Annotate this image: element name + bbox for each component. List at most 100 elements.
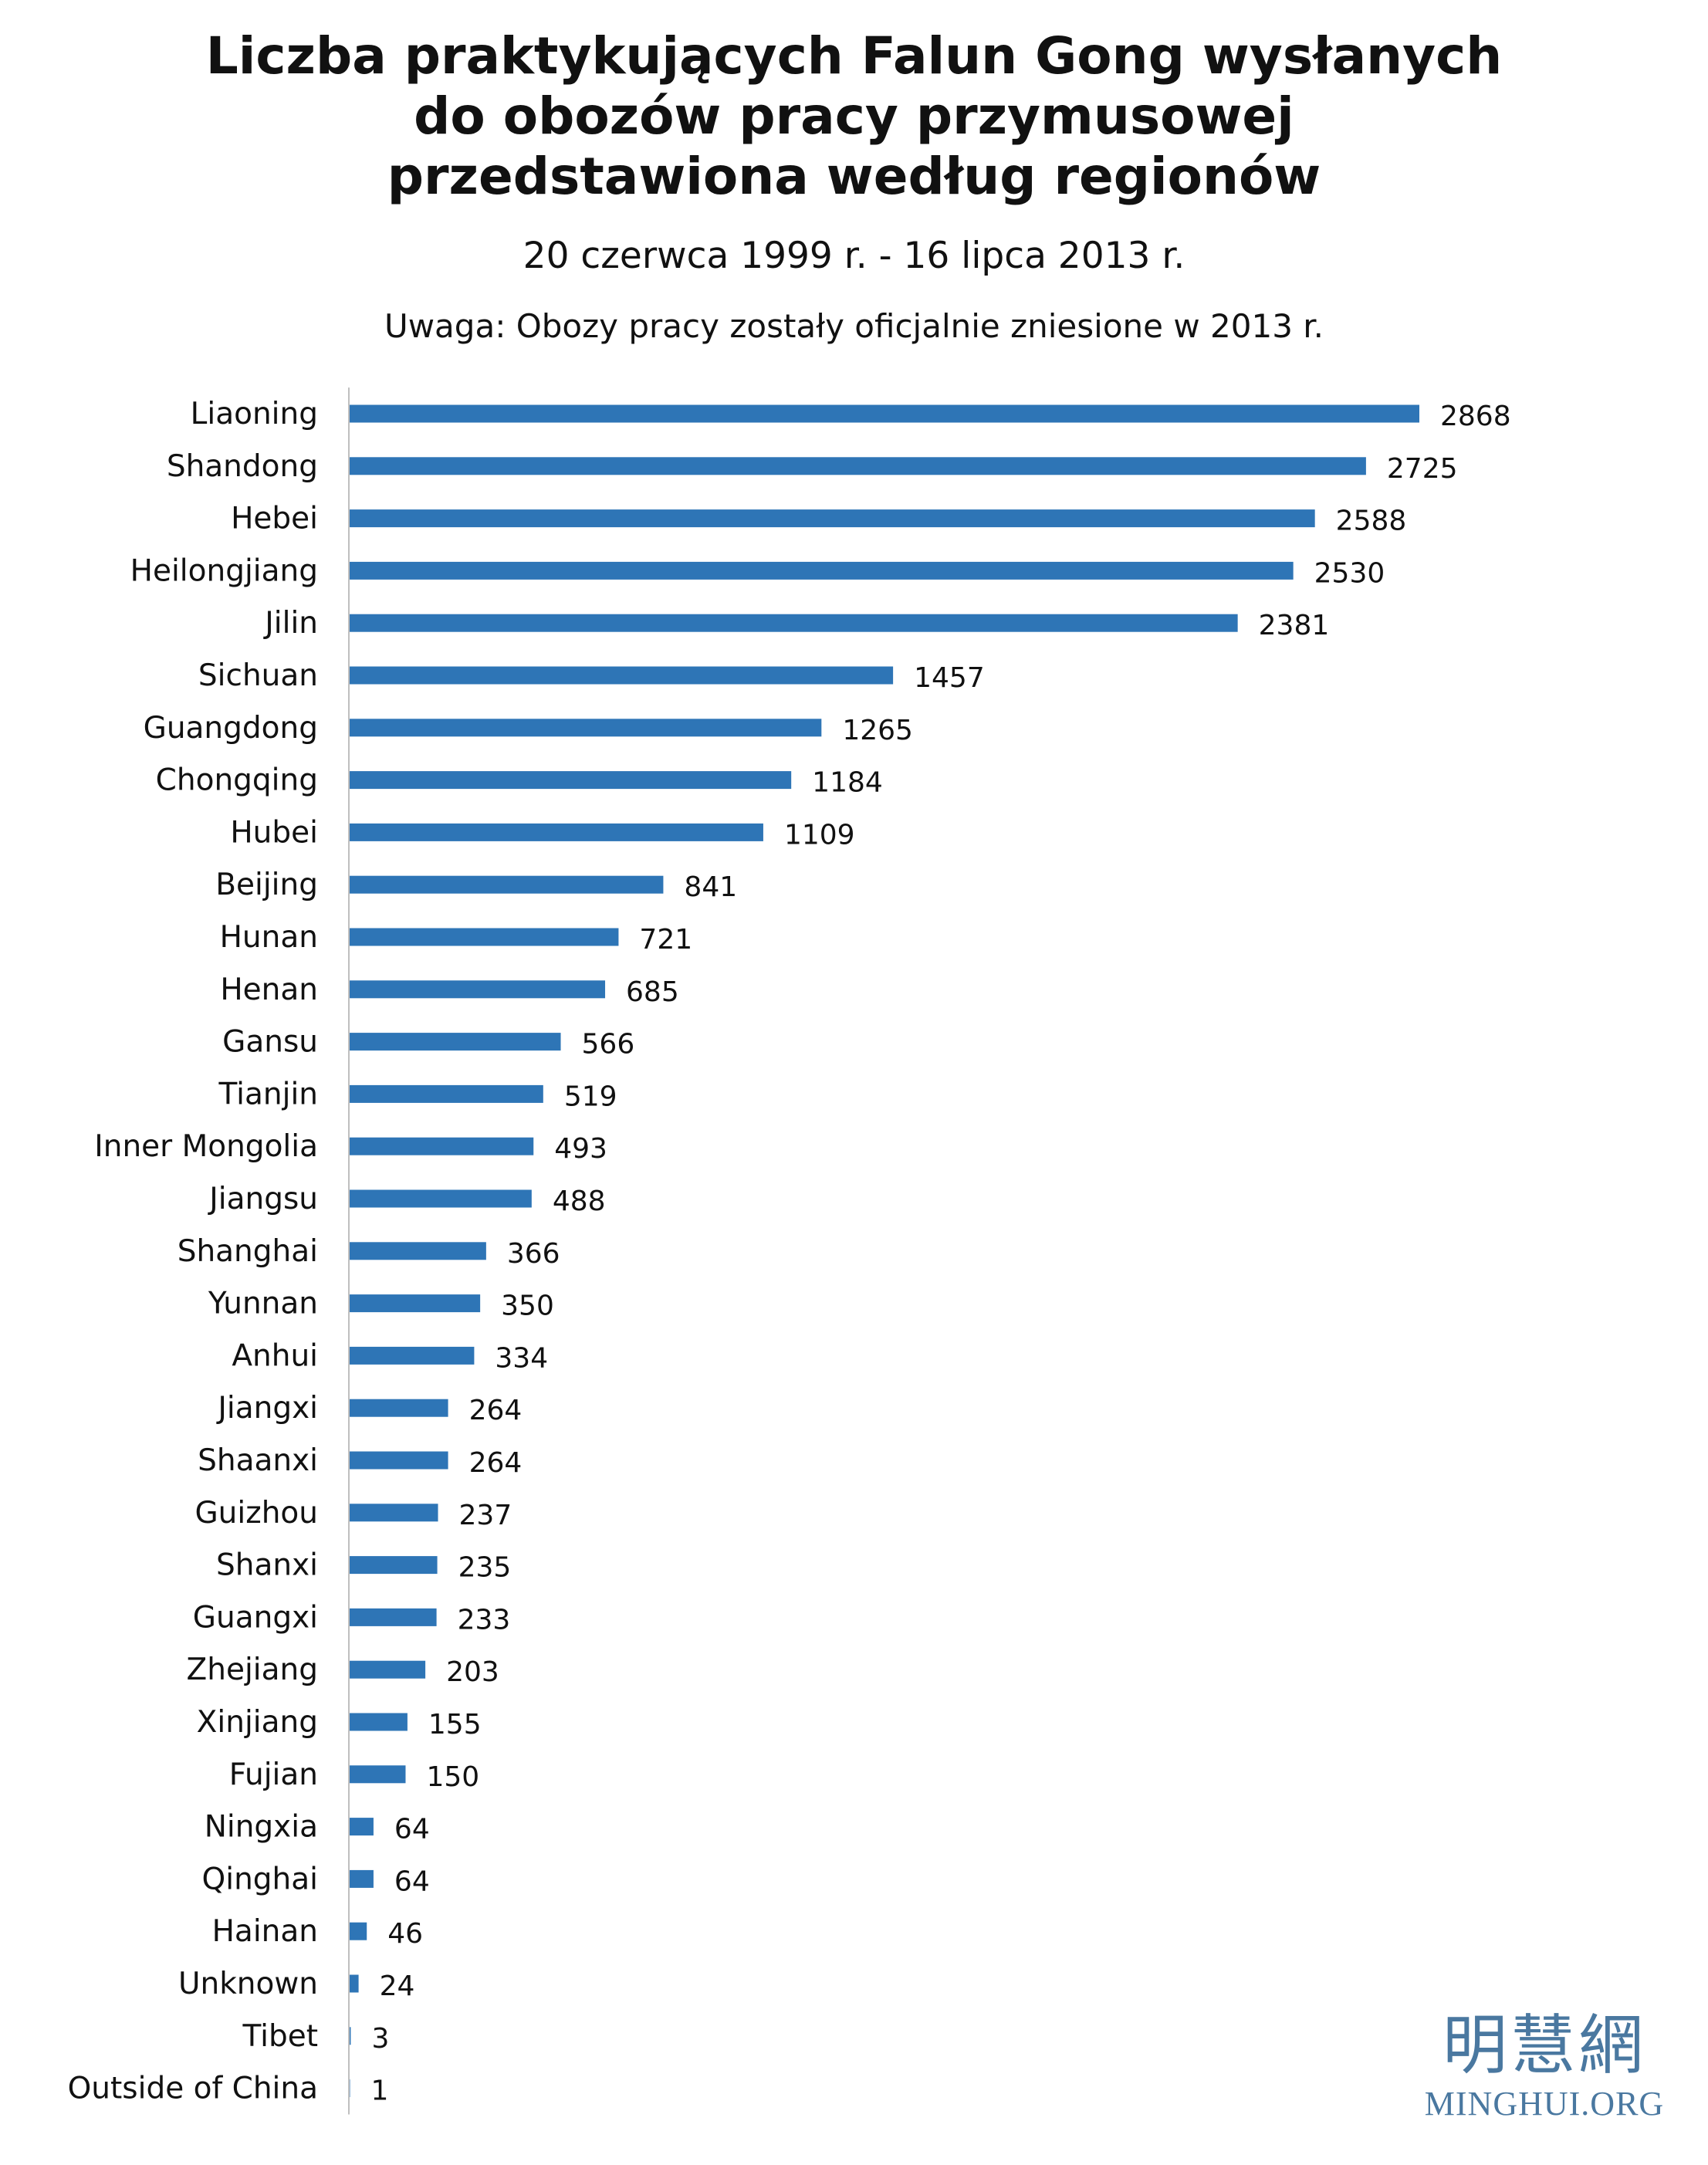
bar-heilongjiang — [350, 561, 1294, 580]
data-label: 841 — [684, 871, 737, 903]
category-label: Shanghai — [178, 1234, 318, 1269]
bar-inner-mongolia — [350, 1137, 534, 1155]
data-label: 2381 — [1259, 610, 1330, 641]
category-label: Fujian — [229, 1757, 318, 1792]
category-label: Jiangsu — [207, 1182, 318, 1216]
data-label: 2588 — [1336, 506, 1407, 537]
category-label: Unknown — [178, 1967, 318, 2001]
category-label: Yunnan — [208, 1287, 318, 1321]
data-label: 519 — [564, 1081, 617, 1112]
category-label: Jilin — [262, 606, 318, 641]
data-label: 334 — [495, 1342, 548, 1374]
data-label: 203 — [446, 1656, 499, 1688]
data-label: 1265 — [842, 715, 913, 746]
data-label: 235 — [458, 1552, 512, 1584]
category-label: Xinjiang — [197, 1705, 318, 1740]
data-label: 488 — [553, 1186, 606, 1217]
data-label: 3 — [371, 2023, 389, 2055]
bar-shanghai — [350, 1242, 486, 1260]
data-label: 24 — [380, 1970, 415, 2002]
category-label: Hainan — [212, 1914, 318, 1949]
bar-shanxi — [350, 1556, 438, 1575]
category-label: Ningxia — [205, 1810, 318, 1845]
bar-jilin — [350, 614, 1238, 632]
bar-tianjin — [350, 1084, 543, 1103]
bar-shandong — [350, 457, 1366, 475]
category-label: Tibet — [242, 2019, 319, 2054]
bar-shaanxi — [350, 1451, 448, 1470]
title-line-1: Liczba praktykujących Falun Gong wysłany… — [205, 26, 1503, 86]
category-label: Heilongjiang — [130, 553, 318, 588]
data-label: 2530 — [1314, 557, 1385, 589]
chart-title: Liczba praktykujących Falun Gong wysłany… — [0, 26, 1708, 207]
category-label: Guangxi — [193, 1600, 318, 1635]
bar-anhui — [350, 1346, 475, 1365]
data-label: 1109 — [784, 819, 855, 851]
bar-yunnan — [350, 1294, 481, 1313]
category-label: Guangdong — [144, 711, 318, 746]
bar-henan — [350, 980, 606, 999]
category-label: Inner Mongolia — [94, 1129, 318, 1164]
bar-liaoning — [350, 404, 1419, 423]
bar-ningxia — [350, 1818, 374, 1836]
category-label: Tianjin — [218, 1077, 318, 1111]
bar-qinghai — [350, 1869, 374, 1888]
bar-guizhou — [350, 1504, 438, 1522]
bar-guangxi — [350, 1608, 437, 1626]
bar-hebei — [350, 509, 1315, 528]
bar-hainan — [350, 1922, 367, 1940]
logo-chinese-text: 明慧網 — [1442, 2008, 1646, 2083]
data-label: 2725 — [1387, 453, 1458, 485]
data-label: 721 — [639, 924, 692, 956]
bar-jiangxi — [350, 1399, 448, 1417]
data-label: 1 — [370, 2075, 388, 2107]
data-label: 493 — [554, 1133, 607, 1165]
category-label: Liaoning — [191, 397, 318, 431]
title-line-3: przedstawiona według regionów — [387, 147, 1321, 206]
category-label: Shanxi — [216, 1548, 318, 1583]
category-label: Chongqing — [156, 763, 318, 798]
bar-gansu — [350, 1033, 561, 1051]
category-label: Sichuan — [198, 658, 318, 693]
category-label: Shaanxi — [198, 1443, 318, 1478]
bar-fujian — [350, 1765, 406, 1784]
category-label: Hunan — [220, 920, 318, 955]
data-label: 2868 — [1440, 401, 1511, 432]
bar-beijing — [350, 875, 664, 894]
category-label: Hebei — [231, 502, 318, 536]
data-label: 64 — [394, 1814, 430, 1845]
data-label: 685 — [626, 976, 679, 1008]
category-label: Hubei — [230, 815, 318, 850]
category-label: Zhejiang — [187, 1653, 318, 1687]
data-label: 350 — [501, 1291, 554, 1322]
bar-unknown — [350, 1974, 359, 1993]
logo-latin-text: MINGHUI.ORG — [1424, 2085, 1665, 2123]
bar-hubei — [350, 823, 763, 841]
minghui-logo: 明慧網 MINGHUI.ORG — [1421, 2007, 1668, 2124]
category-label: Beijing — [215, 868, 318, 902]
category-label: Outside of China — [68, 2072, 318, 2106]
data-label: 264 — [469, 1395, 523, 1426]
category-label: Anhui — [232, 1338, 318, 1373]
bar-jiangsu — [350, 1189, 532, 1208]
data-label: 64 — [394, 1866, 430, 1897]
data-label: 264 — [469, 1447, 523, 1479]
bar-hunan — [350, 928, 619, 946]
bar-chongqing — [350, 771, 792, 790]
data-label: 155 — [428, 1709, 482, 1740]
bar-xinjiang — [350, 1713, 408, 1731]
data-label: 566 — [582, 1029, 635, 1061]
category-label: Jiangxi — [215, 1391, 318, 1426]
category-label: Guizhou — [194, 1496, 318, 1531]
chart-subtitle: 20 czerwca 1999 r. - 16 lipca 2013 r. — [523, 235, 1185, 277]
data-label: 233 — [458, 1604, 511, 1636]
data-label: 237 — [459, 1500, 512, 1531]
bar-guangdong — [350, 719, 822, 737]
category-label: Shandong — [167, 449, 318, 484]
category-label: Henan — [220, 973, 318, 1007]
data-label: 366 — [507, 1238, 560, 1270]
data-label: 150 — [426, 1761, 479, 1793]
chart-note: Uwaga: Obozy pracy zostały oficjalnie zn… — [384, 307, 1324, 345]
category-label: Qinghai — [202, 1862, 318, 1896]
